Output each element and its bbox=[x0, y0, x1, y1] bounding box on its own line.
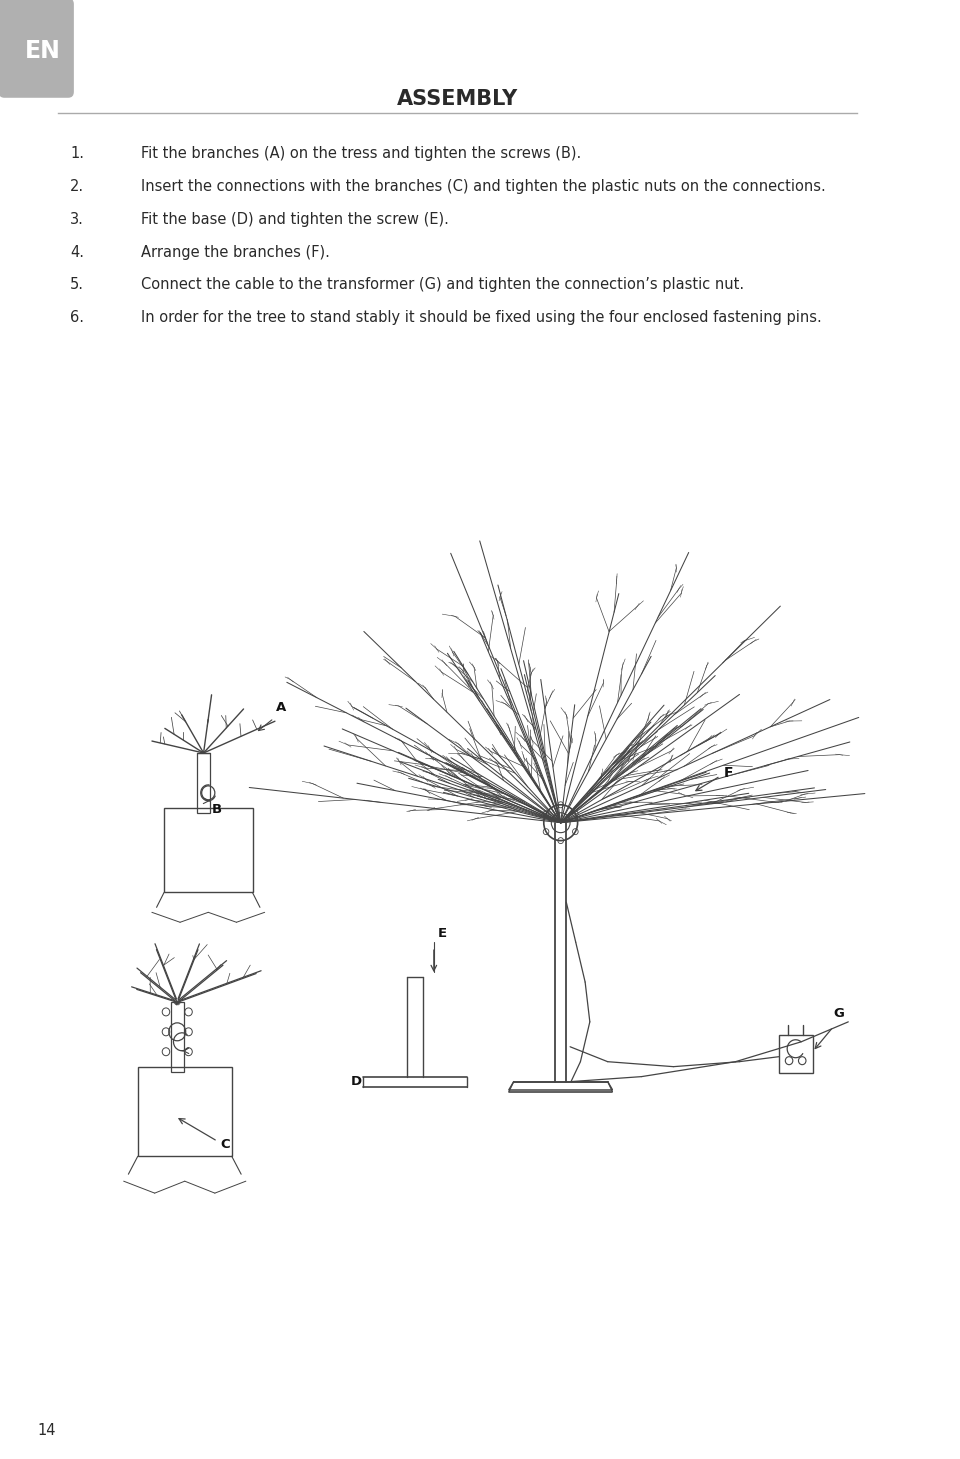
Text: 3.: 3. bbox=[70, 212, 84, 226]
Text: 4.: 4. bbox=[70, 245, 84, 260]
Text: ASSEMBLY: ASSEMBLY bbox=[396, 89, 518, 109]
Bar bbox=[138, 1067, 231, 1157]
Text: Insert the connections with the branches (C) and tighten the plastic nuts on the: Insert the connections with the branches… bbox=[140, 179, 826, 194]
Text: D: D bbox=[351, 1075, 362, 1087]
Text: G: G bbox=[833, 1007, 844, 1020]
Text: A: A bbox=[276, 702, 286, 713]
Text: E: E bbox=[438, 928, 446, 940]
Text: 2.: 2. bbox=[70, 179, 84, 194]
Text: Fit the branches (A) on the tress and tighten the screws (B).: Fit the branches (A) on the tress and ti… bbox=[140, 146, 581, 160]
Text: C: C bbox=[221, 1138, 230, 1151]
Bar bbox=[779, 1034, 812, 1072]
Text: F: F bbox=[723, 766, 732, 781]
Text: 14: 14 bbox=[37, 1423, 56, 1439]
Bar bbox=[164, 808, 253, 893]
FancyBboxPatch shape bbox=[0, 0, 74, 98]
Text: EN: EN bbox=[25, 39, 60, 63]
Text: B: B bbox=[212, 802, 222, 816]
Bar bbox=[171, 1002, 183, 1072]
Text: 1.: 1. bbox=[70, 146, 84, 160]
Text: 5.: 5. bbox=[70, 277, 84, 292]
Text: Connect the cable to the transformer (G) and tighten the connection’s plastic nu: Connect the cable to the transformer (G)… bbox=[140, 277, 744, 292]
Text: Fit the base (D) and tighten the screw (E).: Fit the base (D) and tighten the screw (… bbox=[140, 212, 448, 226]
Text: 6.: 6. bbox=[70, 311, 84, 325]
Text: Arrange the branches (F).: Arrange the branches (F). bbox=[140, 245, 329, 260]
Text: In order for the tree to stand stably it should be fixed using the four enclosed: In order for the tree to stand stably it… bbox=[140, 311, 822, 325]
Bar bbox=[197, 753, 210, 813]
